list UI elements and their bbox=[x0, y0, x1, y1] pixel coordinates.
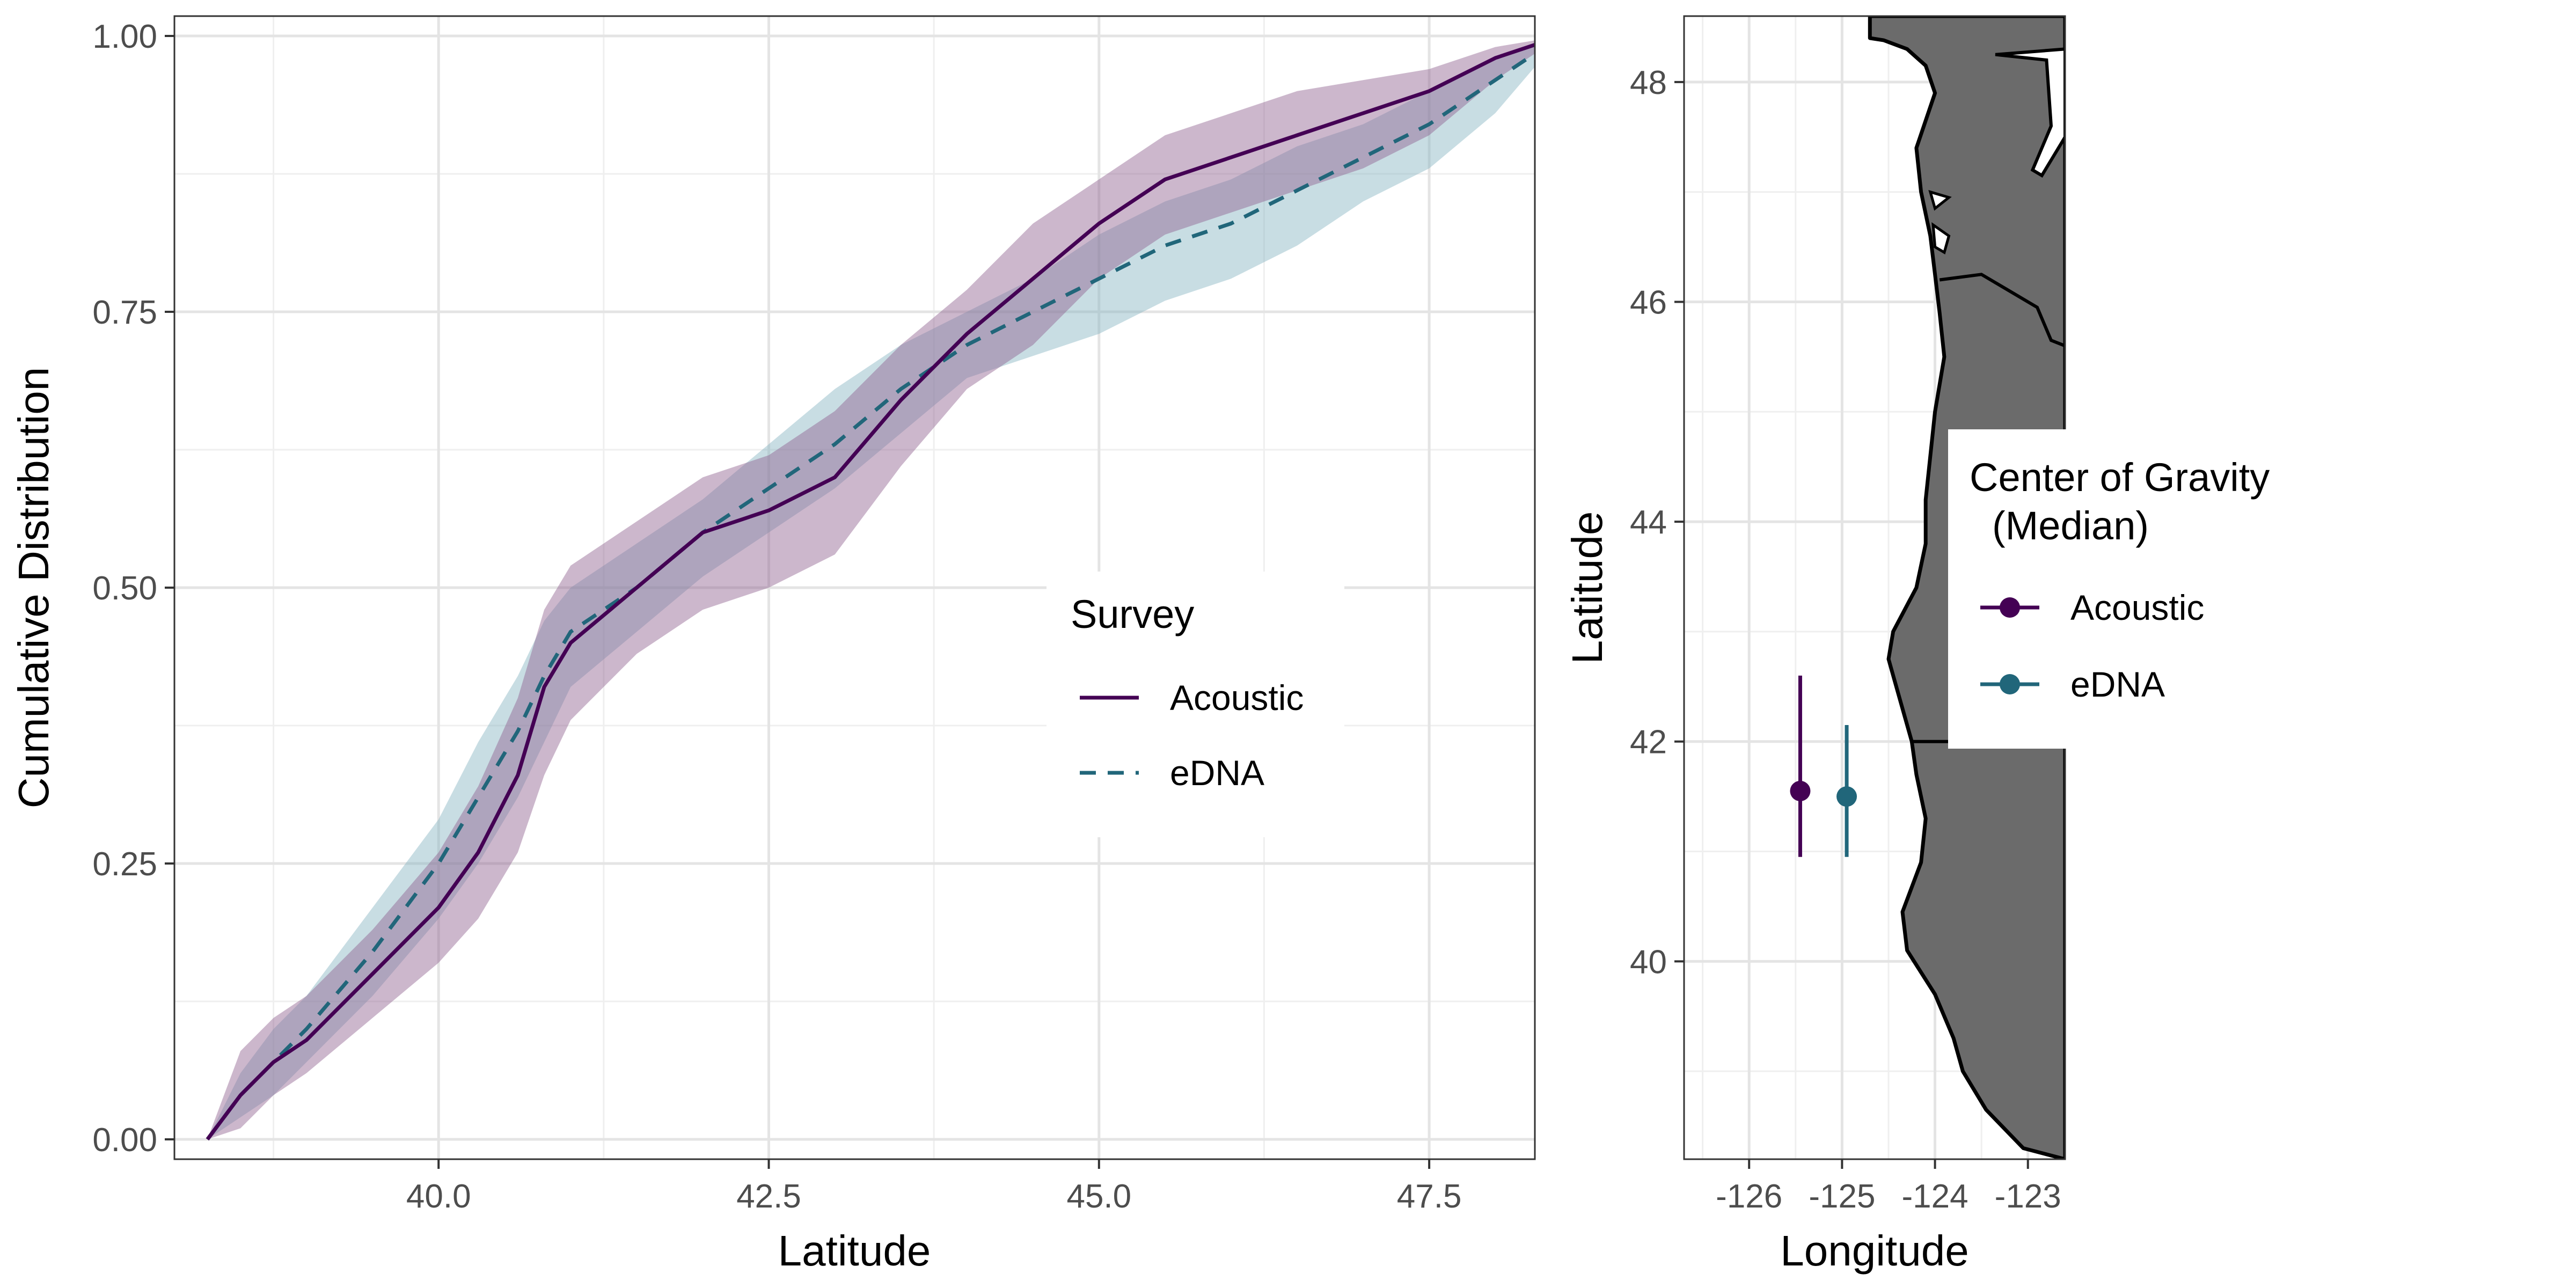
map-y-tick-label: 46 bbox=[1630, 284, 1667, 321]
ribbon-acoustic bbox=[207, 40, 1535, 1139]
cdf-x-tick-label: 42.5 bbox=[736, 1178, 801, 1215]
map-x-tick-label: -123 bbox=[1995, 1178, 2061, 1215]
map-legend-label-acoustic: Acoustic bbox=[2070, 588, 2204, 627]
cdf-legend-background bbox=[1046, 572, 1344, 837]
map-legend-key-acoustic-dot bbox=[2000, 597, 2020, 618]
point-edna bbox=[1836, 786, 1857, 807]
cdf-legend-title: Survey bbox=[1071, 592, 1194, 636]
map-x-tick-label: -125 bbox=[1809, 1178, 1875, 1215]
ribbon-edna bbox=[207, 45, 1535, 1139]
map-x-axis-title: Longitude bbox=[1780, 1227, 1968, 1275]
map-points bbox=[1790, 675, 1857, 857]
map-legend-key-edna-dot bbox=[2000, 674, 2020, 694]
state-border-wa-or bbox=[1939, 273, 2065, 348]
cdf-y-tick-label: 0.25 bbox=[92, 846, 157, 883]
cdf-x-ticks: 40.0 42.5 45.0 47.5 bbox=[406, 1159, 1462, 1215]
map-x-ticks: -126 -125 -124 -123 bbox=[1716, 1159, 2061, 1215]
map-legend-subtitle: (Median) bbox=[1992, 503, 2149, 548]
cdf-x-tick-label: 45.0 bbox=[1066, 1178, 1131, 1215]
map-y-tick-label: 48 bbox=[1630, 64, 1667, 101]
cdf-ribbons bbox=[207, 40, 1535, 1139]
point-acoustic bbox=[1790, 780, 1811, 801]
map-panel: -126 -125 -124 -123 40 42 44 46 48 Longitude La… bbox=[1563, 15, 2329, 1275]
cdf-y-tick-label: 0.75 bbox=[92, 294, 157, 331]
cdf-y-axis-title: Cumulative Distribution bbox=[10, 367, 57, 809]
grays-harbor-water bbox=[1928, 190, 1952, 211]
line-acoustic bbox=[206, 42, 1535, 1141]
map-y-tick-label: 40 bbox=[1630, 943, 1667, 980]
cdf-x-tick-label: 47.5 bbox=[1397, 1178, 1462, 1215]
cdf-x-tick-label: 40.0 bbox=[406, 1178, 471, 1215]
cdf-y-tick-label: 1.00 bbox=[92, 18, 157, 55]
map-legend-label-edna: eDNA bbox=[2070, 664, 2165, 704]
map-legend-background bbox=[1948, 429, 2329, 749]
puget-sound-water bbox=[1995, 47, 2065, 178]
line-edna bbox=[206, 51, 1535, 1141]
cdf-legend-label-acoustic: Acoustic bbox=[1170, 678, 1304, 718]
cdf-lines bbox=[206, 42, 1535, 1141]
cdf-y-ticks: 0.00 0.25 0.50 0.75 1.00 bbox=[92, 18, 174, 1159]
map-y-ticks: 40 42 44 46 48 bbox=[1630, 64, 1684, 980]
map-y-tick-label: 44 bbox=[1630, 504, 1667, 541]
cdf-y-tick-label: 0.50 bbox=[92, 570, 157, 607]
map-legend-title: Center of Gravity bbox=[1970, 455, 2270, 500]
map-legend: Center of Gravity (Median) Acoustic eDNA bbox=[1948, 429, 2329, 749]
cdf-legend-label-edna: eDNA bbox=[1170, 753, 1264, 793]
cdf-x-axis-title: Latitude bbox=[778, 1227, 931, 1275]
map-x-tick-label: -126 bbox=[1716, 1178, 1782, 1215]
willapa-bay-water bbox=[1931, 222, 1951, 255]
map-y-axis-title: Latitude bbox=[1563, 511, 1611, 664]
cdf-legend: Survey Acoustic eDNA bbox=[1046, 572, 1344, 837]
map-y-tick-label: 42 bbox=[1630, 724, 1667, 761]
map-x-tick-label: -124 bbox=[1902, 1178, 1968, 1215]
cdf-y-tick-label: 0.00 bbox=[92, 1122, 157, 1159]
cdf-panel: 40.0 42.5 45.0 47.5 0.00 0.25 0.50 0.75 1.00 La… bbox=[10, 15, 1536, 1275]
